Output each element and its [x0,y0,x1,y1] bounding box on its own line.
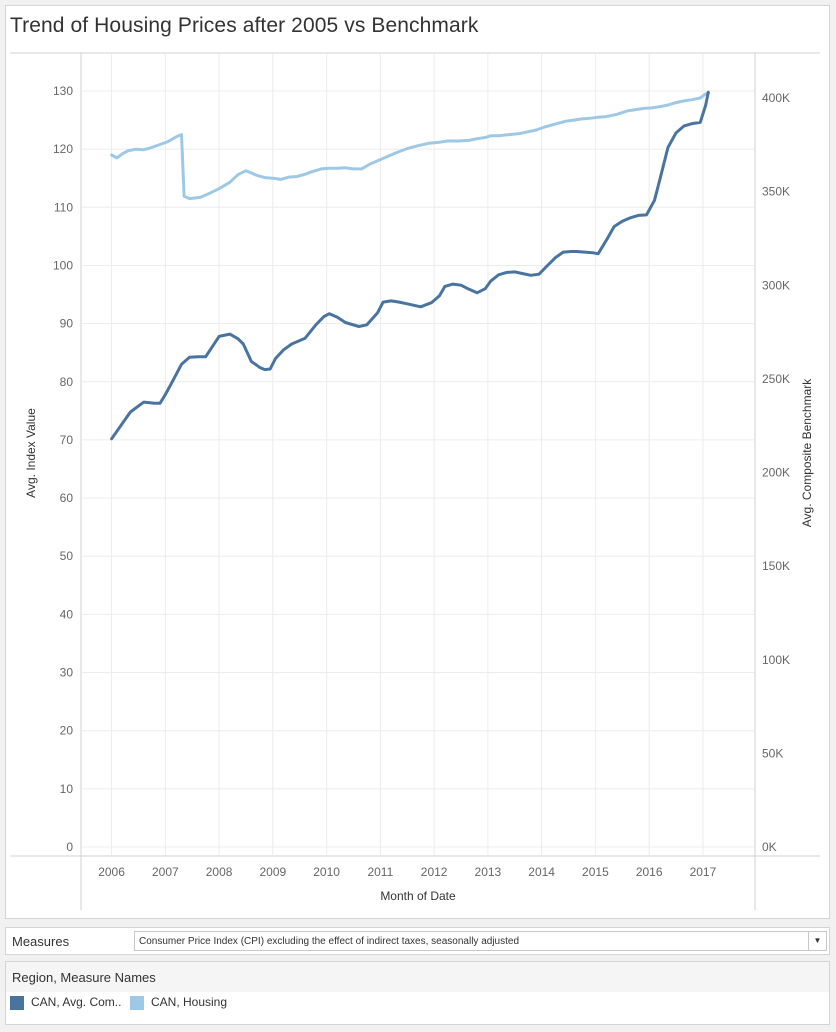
right-axis-title: Avg. Composite Benchmark [800,378,814,528]
y-left-tick-label: 50 [60,549,74,563]
y-left-tick-label: 30 [60,666,74,680]
legend: Region, Measure Names CAN, Avg. Com.. CA… [5,961,830,1025]
legend-item-housing[interactable]: CAN, Housing [130,995,240,1011]
gridlines [82,54,754,855]
axis-ticks: 0 10 20 30 40 50 60 70 80 90 100 110 120 130 0K 50K 100K… [53,84,790,879]
x-tick-label: 2016 [636,865,663,879]
left-axis-title: Avg. Index Value [24,408,38,498]
legend-item-avg-composite[interactable]: CAN, Avg. Com.. [10,995,130,1011]
y-left-tick-label: 60 [60,491,74,505]
chart-title: Trend of Housing Prices after 2005 vs Be… [10,14,479,37]
triangle-down-icon[interactable]: ▼ [808,932,826,950]
y-right-tick-label: 100K [762,653,790,667]
y-left-tick-label: 120 [53,142,73,156]
x-tick-label: 2008 [206,865,233,879]
y-right-tick-label: 250K [762,372,790,386]
legend-item-label: CAN, Avg. Com.. [31,995,122,1009]
x-tick-label: 2013 [475,865,502,879]
y-left-tick-label: 100 [53,258,73,272]
y-right-tick-label: 50K [762,746,783,760]
chart-panel [5,5,830,919]
x-axis-title: Month of Date [380,889,456,903]
x-tick-label: 2014 [528,865,555,879]
series-lines [110,90,710,441]
measures-selected-value: Consumer Price Index (CPI) excluding the… [139,936,520,947]
y-left-tick-label: 10 [60,782,74,796]
y-left-tick-label: 110 [54,200,73,214]
legend-title: Region, Measure Names [12,970,156,985]
legend-item-label: CAN, Housing [151,995,228,1009]
y-right-tick-label: 350K [762,185,790,199]
line-chart: 0 10 20 30 40 50 60 70 80 90 100 110 120 130 0K 50K 100K… [10,52,820,910]
series-line [110,91,710,201]
x-tick-label: 2007 [152,865,179,879]
y-left-tick-label: 130 [53,84,73,98]
x-tick-label: 2012 [421,865,448,879]
x-tick-label: 2006 [98,865,125,879]
x-tick-label: 2010 [313,865,340,879]
y-right-tick-label: 0K [762,840,777,854]
y-left-tick-label: 40 [60,607,74,621]
y-left-tick-label: 70 [60,433,74,447]
legend-swatch [10,996,24,1010]
y-right-tick-label: 300K [762,278,790,292]
y-left-tick-label: 80 [60,375,74,389]
series-line [110,90,710,441]
legend-swatch [130,996,144,1010]
measures-filter: Measures Consumer Price Index (CPI) excl… [5,927,830,955]
y-left-tick-label: 20 [60,724,74,738]
y-right-tick-label: 400K [762,91,790,105]
x-tick-label: 2011 [367,865,393,879]
x-tick-label: 2015 [582,865,609,879]
legend-header: Region, Measure Names [6,962,829,992]
x-tick-label: 2017 [690,865,717,879]
x-tick-label: 2009 [259,865,286,879]
y-right-tick-label: 200K [762,466,790,480]
measures-dropdown[interactable]: Consumer Price Index (CPI) excluding the… [134,931,827,951]
measures-label: Measures [12,934,70,949]
y-right-tick-label: 150K [762,559,790,573]
y-left-tick-label: 0 [66,840,73,854]
y-left-tick-label: 90 [60,317,74,331]
